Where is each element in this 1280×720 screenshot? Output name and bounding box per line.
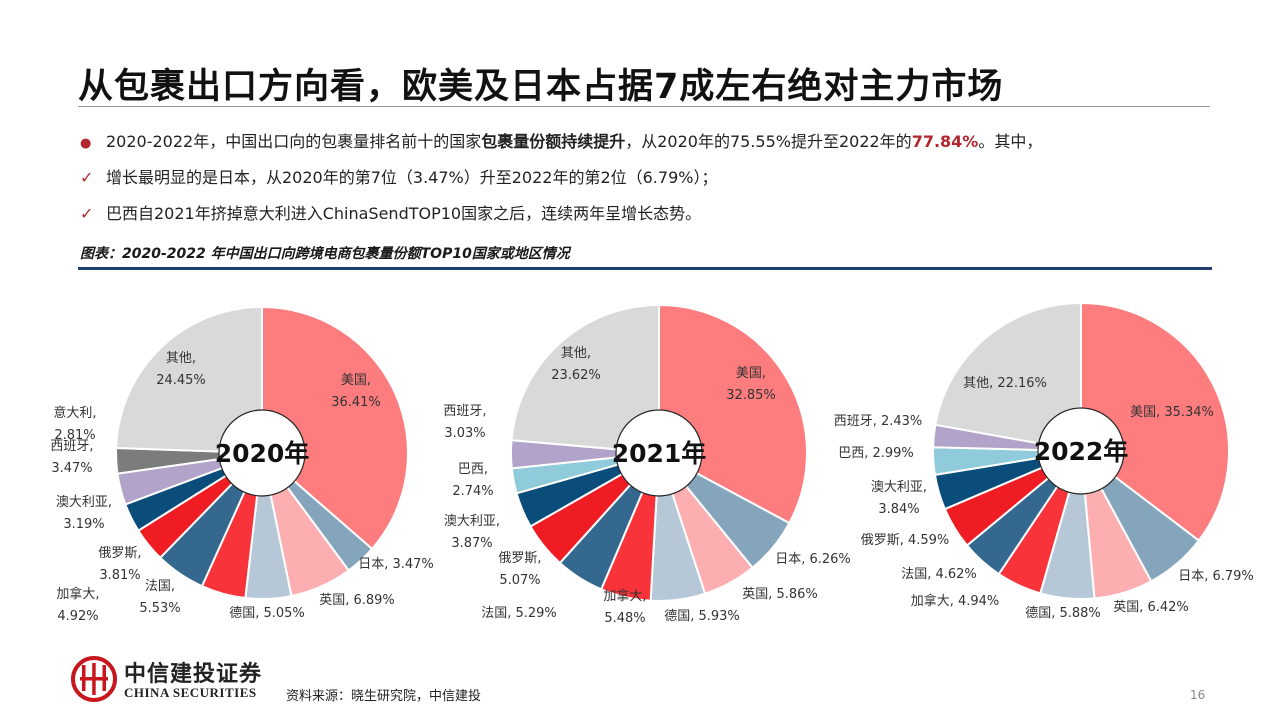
pie-label-brazil: 巴西, 2.99% [838, 446, 914, 461]
bullet-2: ✓ 增长最明显的是日本，从2020年的第7位（3.47%）升至2022年的第2位（… [80, 164, 717, 188]
bullet-text: 巴西自2021年挤掉意大利进入ChinaSendTOP10国家之后，连续两年呈增… [106, 204, 702, 223]
brand-name-cn: 中信建投证券 [124, 662, 263, 687]
pie-label-uk: 英国, 5.86% [742, 587, 818, 602]
pie-label-other: 其他, 23.62% [551, 346, 601, 383]
pie-label-uk: 英国, 6.89% [319, 593, 395, 608]
brand-name-en: CHINA SECURITIES [124, 685, 257, 700]
bullet-text: ，从2020年的75.55%提升至2022年的 [625, 132, 912, 151]
bullet-3: ✓ 巴西自2021年挤掉意大利进入ChinaSendTOP10国家之后，连续两年呈… [80, 200, 701, 224]
pie-slice-usa [1080, 301, 1230, 542]
pie-label-canada: 加拿大, 4.94% [911, 593, 1000, 609]
pie-label-japan: 日本, 6.79% [1178, 569, 1254, 584]
pie-label-germany: 德国, 5.93% [664, 609, 740, 624]
title-divider [78, 106, 1210, 107]
pie-label-usa: 美国, 35.34% [1130, 405, 1214, 420]
pie-label-russia: 俄罗斯, 5.07% [498, 551, 541, 588]
pie-label-france: 法国, 5.53% [139, 579, 180, 616]
pie-slice-other [934, 301, 1082, 453]
pie-label-other: 其他, 22.16% [963, 376, 1047, 391]
pie-label-spain: 西班牙, 2.43% [834, 414, 923, 429]
pie-label-usa: 美国, 36.41% [331, 373, 381, 410]
bullet-dot-icon: ● [80, 136, 92, 151]
pie-label-other: 其他, 24.45% [156, 351, 206, 388]
pie-label-germany: 德国, 5.05% [229, 606, 305, 621]
pie-chart-3: 2022年 美国, 35.34% 日本, 6.79% 英国, 6.42% 德国, 5.8… [834, 301, 1254, 621]
pie-center-title: 2021年 [612, 439, 707, 468]
pie-slice-other [510, 303, 660, 455]
pie-label-germany: 德国, 5.88% [1025, 606, 1101, 621]
figure-divider [78, 267, 1212, 270]
pie-label-australia: 澳大利亚, 3.19% [56, 494, 112, 532]
bullet-text: 包裹量份额持续提升 [481, 132, 626, 151]
checkmark-icon: ✓ [80, 204, 94, 223]
pie-label-spain: 西班牙, 3.47% [50, 439, 93, 476]
pie-label-canada: 加拿大, 5.48% [603, 588, 646, 626]
pie-slice-usa [261, 305, 409, 551]
pie-slice-other [115, 305, 263, 455]
pie-center-title: 2020年 [215, 439, 310, 468]
page-title: 从包裹出口方向看，欧美及日本占据7成左右绝对主力市场 [78, 67, 1004, 107]
pie-label-russia: 俄罗斯, 3.81% [98, 546, 141, 583]
page-number: 16 [1190, 688, 1206, 702]
bullet-text: 增长最明显的是日本，从2020年的第7位（3.47%）升至2022年的第2位（6… [106, 168, 718, 187]
figure-title: 图表：2020-2022 年中国出口向跨境电商包裹量份额TOP10国家或地区情况 [80, 246, 570, 262]
pie-chart-2: 2021年 美国, 32.85% 日本, 6.26% 英国, 5.86%德国, 5.93… [443, 303, 851, 626]
pie-label-italy: 意大利, 2.81% [53, 405, 96, 443]
pie-label-uk: 英国, 6.42% [1113, 600, 1189, 615]
pie-label-japan: 日本, 3.47% [358, 557, 434, 572]
bullet-text: 。其中， [978, 132, 1043, 151]
bullet-1: ● 2020-2022年，中国出口向的包裹量排名前十的国家包裹量份额持续提升，从2… [80, 128, 1042, 152]
pie-label-australia: 澳大利亚, 3.87% [444, 513, 500, 551]
china-securities-logo-icon [71, 656, 117, 702]
source-note: 资料来源：晓生研究院，中信建投 [286, 689, 482, 704]
pie-label-france: 法国, 4.62% [901, 567, 977, 582]
pie-label-russia: 俄罗斯, 4.59% [861, 533, 950, 548]
pie-label-france: 法国, 5.29% [481, 606, 557, 621]
pie-label-brazil: 巴西, 2.74% [452, 462, 493, 499]
checkmark-icon: ✓ [80, 168, 94, 187]
pie-label-japan: 日本, 6.26% [775, 552, 851, 567]
pie-label-spain: 西班牙, 3.03% [443, 404, 486, 441]
pie-center-title: 2022年 [1034, 437, 1129, 466]
bullet-text: 2020-2022年，中国出口向的包裹量排名前十的国家 [106, 132, 482, 151]
pie-label-canada: 加拿大, 4.92% [56, 586, 99, 624]
bullet-text: 77.84% [911, 132, 979, 151]
pie-label-australia: 澳大利亚, 3.84% [871, 479, 927, 517]
pie-center-badge [218, 409, 306, 497]
pie-label-usa: 美国, 32.85% [726, 366, 776, 403]
pie-center-badge [615, 409, 703, 497]
pie-center-badge [1037, 407, 1125, 495]
